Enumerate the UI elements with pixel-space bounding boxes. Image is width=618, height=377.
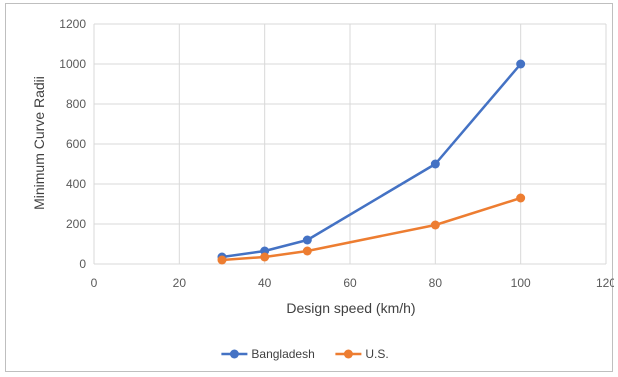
y-tick-label: 1000 — [59, 57, 86, 71]
legend-label: U.S. — [365, 347, 388, 361]
legend-item-bangladesh: Bangladesh — [221, 347, 315, 361]
x-tick-label: 20 — [173, 276, 187, 290]
data-point-bangladesh — [516, 59, 526, 69]
series-line-bangladesh — [221, 63, 522, 259]
data-point-u-s — [516, 193, 526, 203]
legend-label: Bangladesh — [251, 347, 314, 361]
x-tick-label: 0 — [91, 276, 98, 290]
line-chart: 0 200 400 600 800 1000 1200 0 20 40 60 80 100 120 Des… — [31, 17, 614, 361]
y-tick-label: 600 — [66, 137, 86, 151]
y-tick-label: 1200 — [59, 17, 86, 31]
grid-lines — [93, 23, 607, 265]
legend-marker — [229, 349, 239, 359]
legend-item-u-s: U.S. — [335, 347, 389, 361]
chart-frame: 0 200 400 600 800 1000 1200 0 20 40 60 80 100 120 Des… — [5, 3, 614, 372]
x-tick-label: 120 — [596, 276, 614, 290]
data-point-bangladesh — [302, 235, 312, 245]
y-tick-label: 0 — [79, 257, 86, 271]
data-point-u-s — [430, 220, 440, 230]
tick-labels: 0 200 400 600 800 1000 1200 0 20 40 60 80 100 120 — [59, 17, 614, 290]
y-tick-label: 400 — [66, 177, 86, 191]
x-axis-title: Design speed (km/h) — [286, 300, 415, 316]
x-tick-label: 80 — [429, 276, 443, 290]
data-point-u-s — [302, 246, 312, 256]
data-point-u-s — [217, 255, 227, 265]
x-tick-label: 40 — [258, 276, 272, 290]
legend-marker — [343, 349, 353, 359]
y-tick-label: 800 — [66, 97, 86, 111]
x-tick-label: 60 — [343, 276, 357, 290]
legend: Bangladesh U.S. — [221, 347, 389, 361]
series-lines — [217, 59, 526, 265]
y-tick-label: 200 — [66, 217, 86, 231]
x-tick-label: 100 — [511, 276, 531, 290]
data-point-u-s — [260, 252, 270, 262]
data-point-bangladesh — [430, 159, 440, 169]
y-axis-title: Minimum Curve Radii — [31, 76, 47, 210]
